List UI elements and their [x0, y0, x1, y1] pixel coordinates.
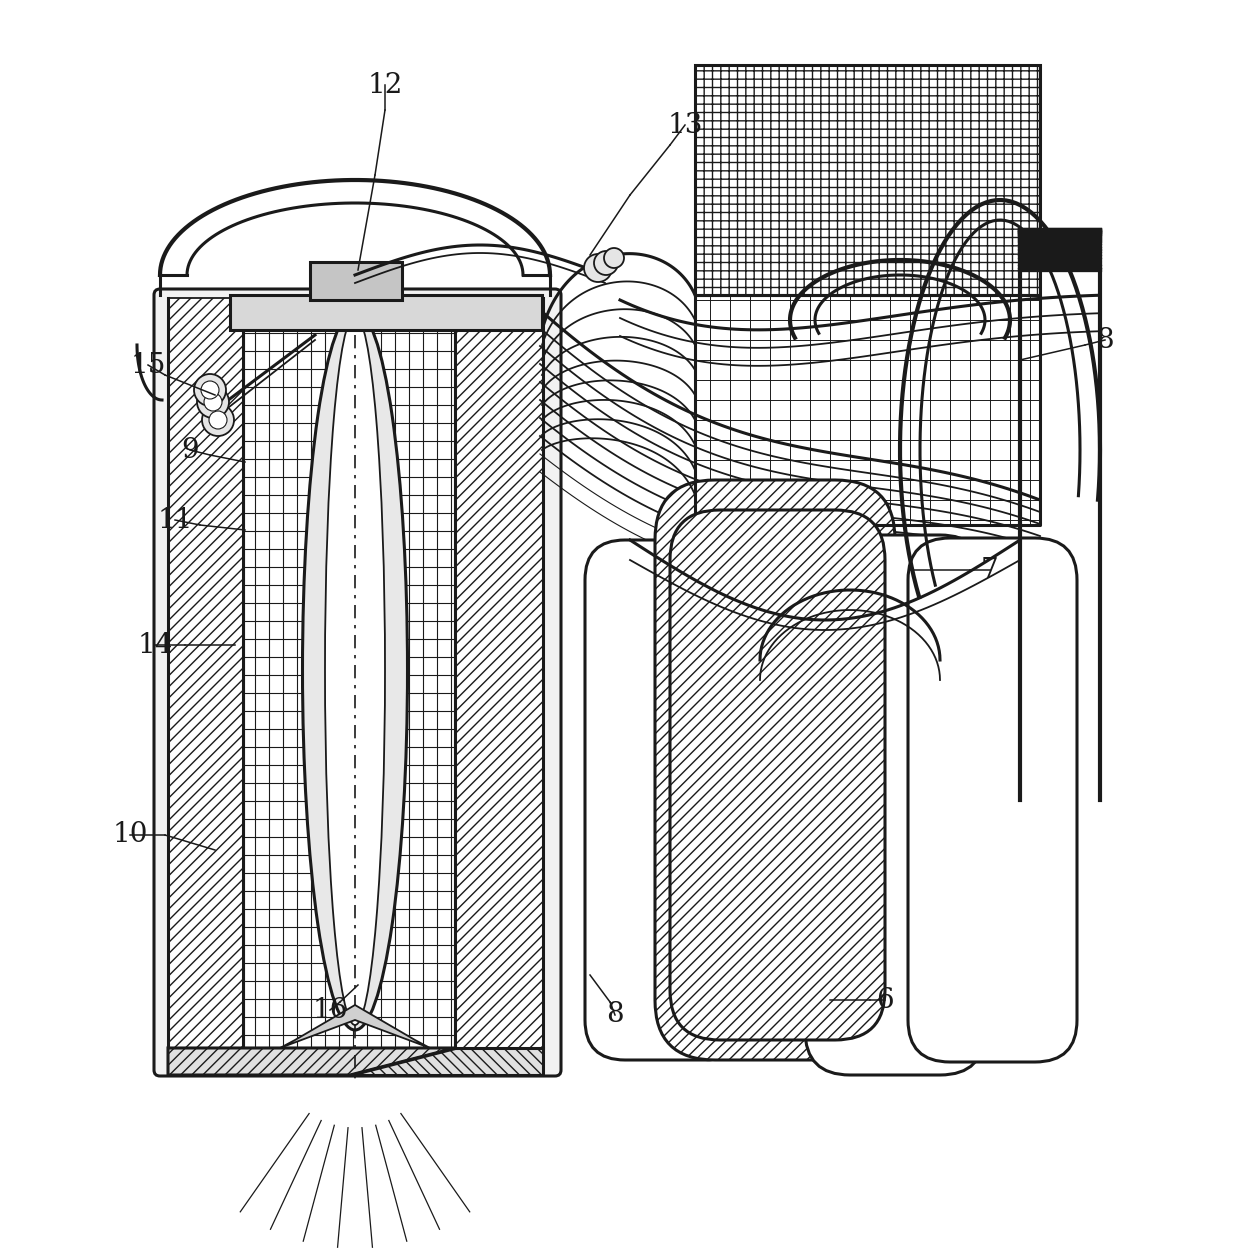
Text: 11: 11: [157, 507, 193, 533]
Text: 13: 13: [667, 112, 703, 138]
Polygon shape: [168, 1048, 454, 1075]
Circle shape: [604, 248, 624, 268]
FancyBboxPatch shape: [154, 289, 561, 1076]
Circle shape: [204, 393, 222, 411]
FancyBboxPatch shape: [671, 510, 885, 1040]
Bar: [310, 261, 403, 300]
Polygon shape: [350, 1048, 543, 1075]
Circle shape: [594, 251, 618, 275]
Text: 14: 14: [137, 631, 173, 659]
Text: 12: 12: [367, 72, 403, 98]
Text: 7: 7: [981, 557, 999, 583]
Text: 10: 10: [112, 822, 148, 848]
Bar: [230, 295, 542, 331]
Circle shape: [584, 254, 613, 282]
FancyBboxPatch shape: [655, 480, 895, 1060]
Text: 15: 15: [131, 352, 165, 378]
Bar: [695, 65, 1040, 295]
Text: 6: 6: [876, 987, 894, 1013]
Ellipse shape: [325, 316, 385, 1024]
Polygon shape: [280, 1006, 430, 1048]
Text: 16: 16: [312, 997, 348, 1023]
Circle shape: [203, 403, 233, 436]
FancyBboxPatch shape: [805, 535, 986, 1075]
Text: 8: 8: [606, 1002, 624, 1028]
Circle shape: [209, 411, 227, 429]
Circle shape: [194, 375, 226, 406]
Text: 8: 8: [1097, 327, 1114, 353]
FancyBboxPatch shape: [585, 541, 745, 1060]
Ellipse shape: [303, 310, 408, 1029]
Circle shape: [198, 386, 228, 419]
Text: 9: 9: [182, 436, 199, 464]
Bar: [454, 298, 543, 1048]
Circle shape: [201, 381, 219, 398]
FancyBboxPatch shape: [908, 538, 1077, 1062]
Bar: [243, 298, 454, 1048]
Bar: [168, 298, 243, 1048]
